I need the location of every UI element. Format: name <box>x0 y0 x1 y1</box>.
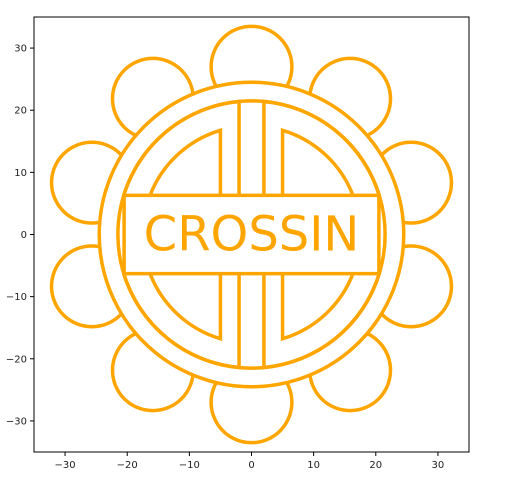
y-tick-label: 10 <box>14 168 27 179</box>
x-tick-label: −10 <box>179 460 200 471</box>
axis-ticks: −30 −20 −10 0 10 20 30 −30 −20 −10 0 10 20 30 <box>6 44 444 471</box>
arc-lower-left <box>122 273 241 370</box>
arc-upper-right <box>280 127 355 196</box>
arc-lower-right <box>280 273 355 342</box>
outer-circle <box>97 80 406 389</box>
x-tick-label: 20 <box>369 460 382 471</box>
inner-circle <box>116 99 387 370</box>
logo-text: CROSSIN <box>144 207 360 263</box>
y-tick-label: 0 <box>21 230 27 241</box>
x-tick-label: 0 <box>248 460 254 471</box>
y-tick-label: −20 <box>6 354 27 365</box>
y-tick-label: 20 <box>14 106 27 117</box>
text-box <box>122 193 381 276</box>
arc-upper-right <box>262 99 381 196</box>
x-tick-label: −20 <box>117 460 138 471</box>
y-tick-label: 30 <box>14 44 27 55</box>
x-tick-label: 30 <box>432 460 445 471</box>
crossin-logo: CROSSIN <box>49 24 454 445</box>
y-tick-label: −10 <box>6 292 27 303</box>
arc-lower-right <box>262 273 381 370</box>
arc-upper-left <box>148 127 223 196</box>
x-tick-label: −30 <box>55 460 76 471</box>
x-tick-label: 10 <box>307 460 320 471</box>
y-tick-label: −30 <box>6 416 27 427</box>
arc-upper-left <box>122 99 241 196</box>
arc-lower-left <box>148 273 223 342</box>
